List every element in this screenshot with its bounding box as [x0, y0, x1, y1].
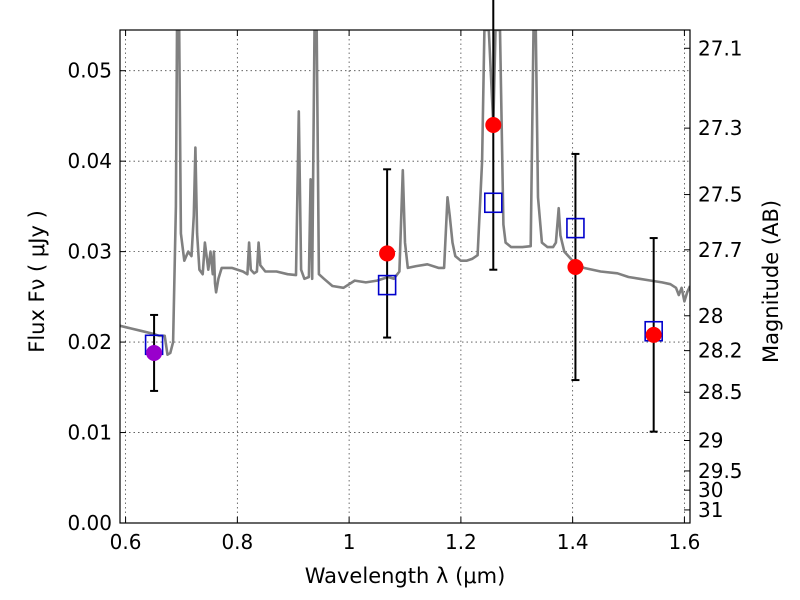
right-tick-label: 27.3 [698, 116, 743, 140]
x-axis-label: Wavelength λ (μm) [305, 564, 506, 588]
y-tick-label: 0.01 [67, 421, 112, 445]
plot-frame [119, 29, 691, 524]
model-point [566, 217, 585, 239]
right-tick-label: 28.5 [698, 380, 743, 404]
y-tick-label: 0.00 [67, 511, 112, 535]
measurement-points [146, 116, 662, 361]
x-tick-label: 0.8 [221, 530, 253, 554]
right-axis-label: Magnitude (AB) [759, 200, 783, 363]
y-tick-label: 0.04 [67, 149, 112, 173]
x-tick-label: 1 [343, 530, 356, 554]
x-tick-label: 1.6 [669, 530, 701, 554]
y-tick-label: 0.05 [67, 59, 112, 83]
right-tick-label: 29.5 [698, 459, 743, 483]
x-tick-label: 1.2 [445, 530, 477, 554]
model-point [377, 274, 397, 296]
y-tick-label: 0.03 [67, 240, 112, 264]
right-tick-label: 28.2 [698, 339, 743, 363]
spectrum-series [120, 30, 690, 356]
x-axis-ticks: 0.6 0.8 1 1.2 1.4 1.6 [110, 30, 701, 554]
right-tick-label: 27.7 [698, 238, 743, 262]
x-tick-label: 0.6 [110, 530, 142, 554]
right-tick-label: 27.1 [698, 36, 743, 60]
y-axis-label: Flux Fν ( μJy ) [25, 210, 49, 353]
model-point [483, 192, 503, 214]
y-tick-label: 0.02 [67, 330, 112, 354]
measurement-point [146, 344, 163, 361]
measurement-point [567, 259, 584, 276]
right-tick-label: 27.5 [698, 183, 743, 207]
grid-lines [120, 30, 690, 524]
measurement-point [645, 326, 662, 343]
right-tick-label: 28 [698, 304, 723, 328]
y-axis-ticks: 0.00 0.01 0.02 0.03 0.04 0.05 [67, 59, 126, 535]
spectrum-line [120, 30, 690, 356]
measurement-point [379, 245, 396, 262]
measurement-point [485, 116, 502, 133]
right-tick-label: 31 [698, 498, 723, 522]
x-tick-label: 1.4 [557, 530, 589, 554]
right-tick-label: 29 [698, 429, 723, 453]
right-tick-label: 30 [698, 478, 723, 502]
